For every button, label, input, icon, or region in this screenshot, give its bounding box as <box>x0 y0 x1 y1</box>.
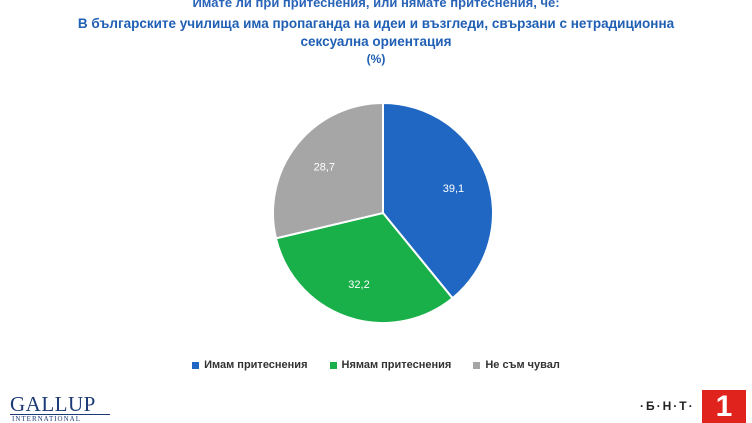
chart-unit: (%) <box>366 52 386 66</box>
chart-legend: Имам притеснения Нямам притеснения Не съ… <box>0 359 752 371</box>
pie-slice-worried <box>382 101 494 300</box>
data-label-not-heard: 28,7 <box>314 162 335 174</box>
chart-title: В българските училища има пропаганда на … <box>77 16 675 49</box>
legend-swatch-not-heard <box>473 361 481 369</box>
pie-slice-not-worried <box>274 211 454 324</box>
legend-label-not-worried: Нямам притеснения <box>341 359 452 371</box>
gallup-logo-rule <box>10 414 110 415</box>
legend-item-not-heard: Не съм чувал <box>473 359 560 371</box>
bnt-logo-text: ·Б·Н·Т· <box>640 399 695 413</box>
bnt-logo-number: 1 <box>702 390 746 423</box>
pie-slice-not-heard <box>272 101 384 240</box>
legend-swatch-worried <box>192 361 200 369</box>
survey-question: Имате ли при притеснения, или нямате при… <box>192 0 560 10</box>
legend-swatch-not-worried <box>329 361 337 369</box>
legend-label-worried: Имам притеснения <box>204 359 308 371</box>
bnt1-logo: ·Б·Н·Т· 1 <box>640 390 752 423</box>
data-label-worried: 39,1 <box>443 183 464 195</box>
legend-label-not-heard: Не съм чувал <box>485 359 560 371</box>
gallup-logo-word: GALLUP <box>10 392 96 416</box>
legend-item-not-worried: Нямам притеснения <box>329 359 452 371</box>
gallup-logo-sub: INTERNATIONAL <box>12 415 81 423</box>
data-label-not-worried: 32,2 <box>348 279 369 291</box>
legend-item-worried: Имам притеснения <box>192 359 308 371</box>
gallup-logo: GALLUP INTERNATIONAL <box>10 388 120 423</box>
